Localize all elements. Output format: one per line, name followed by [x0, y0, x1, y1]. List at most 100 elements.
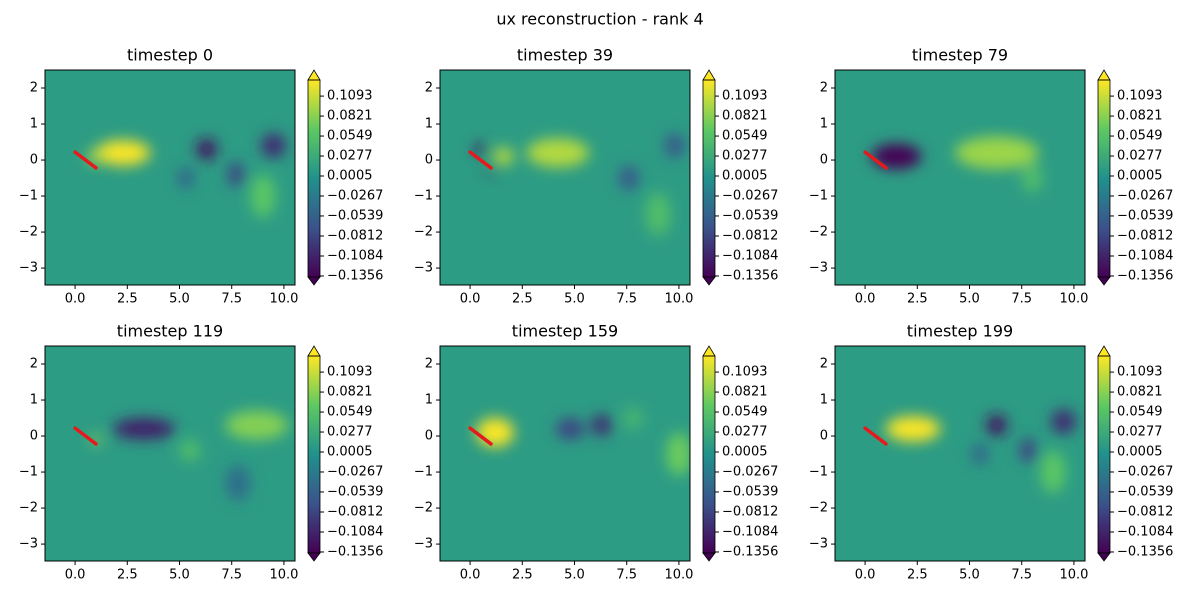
x-tick-label: 5.0 [959, 292, 980, 307]
field-blob [260, 133, 287, 159]
x-tick-label: 7.5 [1011, 292, 1032, 307]
panel-title: timestep 79 [912, 46, 1008, 65]
field-background [440, 70, 690, 285]
x-tick-label: 10.0 [664, 568, 693, 583]
colorbar-tick-label: 0.0005 [1117, 169, 1163, 184]
colorbar-tick-label: 0.0277 [722, 149, 768, 164]
colorbar [703, 80, 715, 277]
plot-area [835, 70, 1085, 285]
plot-area [45, 346, 295, 561]
field-blob [622, 407, 644, 429]
colorbar-tick-label: 0.1093 [327, 89, 373, 104]
colorbar-tick-label: 0.0549 [722, 129, 768, 144]
field-blob [112, 418, 176, 440]
x-tick-label: 2.5 [512, 292, 533, 307]
field-background [440, 346, 690, 561]
field-blob [526, 138, 590, 168]
x-tick-label: 2.5 [512, 568, 533, 583]
field [474, 133, 686, 236]
x-tick-label: 5.0 [564, 292, 585, 307]
x-tick-label: 10.0 [1059, 292, 1088, 307]
colorbar-tick-label: −0.1084 [1117, 248, 1173, 263]
field-blob [954, 136, 1039, 170]
y-tick-label: 0 [425, 429, 433, 444]
colorbar-tick-label: 0.0277 [722, 425, 768, 440]
field-blob [476, 418, 514, 447]
x-tick-label: 5.0 [169, 292, 190, 307]
colorbar-tick-label: −0.0812 [327, 505, 383, 520]
colorbar-tick-label: −0.0267 [327, 464, 383, 479]
field [91, 410, 289, 501]
field-blob [1021, 163, 1043, 193]
x-tick-label: 5.0 [959, 568, 980, 583]
x-tick-label: 10.0 [1059, 568, 1088, 583]
y-tick-label: 0 [820, 429, 828, 444]
colorbar-tick-label: 0.0005 [327, 169, 373, 184]
panel-title: timestep 159 [512, 322, 618, 341]
x-tick-label: 2.5 [907, 568, 928, 583]
axes-frame [834, 345, 1086, 562]
y-tick-label: −2 [809, 501, 828, 516]
colorbar-frame [1097, 355, 1111, 554]
field-blob [664, 133, 686, 159]
x-tick-label: 10.0 [269, 568, 298, 583]
plot-area [45, 70, 295, 285]
field-blob [1050, 409, 1077, 435]
colorbar-tick-label: −0.1356 [327, 544, 383, 559]
x-tick-label: 7.5 [1011, 568, 1032, 583]
colorbar-tick-label: 0.0005 [327, 445, 373, 460]
field-blob [618, 165, 640, 191]
x-tick-label: 7.5 [221, 568, 242, 583]
field [476, 407, 690, 476]
field-blob [196, 138, 218, 161]
y-tick-label: −1 [809, 189, 828, 204]
colorbar-frame [307, 355, 321, 554]
colorbar-tick-label: −0.0812 [1117, 505, 1173, 520]
field-blob [555, 418, 585, 440]
field [87, 133, 287, 218]
x-tick-label: 2.5 [907, 292, 928, 307]
colorbar-extend-bottom [1097, 552, 1111, 562]
x-tick-label: 2.5 [117, 568, 138, 583]
colorbar-frame [702, 355, 716, 554]
y-tick-label: 2 [30, 81, 38, 96]
x-tick-label: 0.0 [855, 568, 876, 583]
plot-area [835, 346, 1085, 561]
x-tick-label: 0.0 [65, 292, 86, 307]
colorbar-extend-bottom [702, 276, 716, 286]
colorbar-tick-label: −0.0812 [722, 229, 778, 244]
colorbar-extend-top [702, 345, 716, 357]
colorbar-tick-label: 0.0821 [722, 109, 768, 124]
colorbar-extend-top [307, 345, 321, 357]
colorbar-tick-label: −0.0267 [327, 188, 383, 203]
x-tick-label: 10.0 [269, 292, 298, 307]
colorbar-tick-label: 0.0549 [722, 405, 768, 420]
y-tick-label: −1 [809, 465, 828, 480]
colorbar-extend-bottom [702, 552, 716, 562]
y-tick-label: −2 [19, 501, 38, 516]
y-tick-label: 2 [30, 357, 38, 372]
figure-title: ux reconstruction - rank 4 [496, 10, 703, 29]
x-tick-label: 7.5 [616, 292, 637, 307]
plate [73, 150, 98, 170]
colorbar [1098, 356, 1110, 553]
field-blob [225, 464, 251, 501]
colorbar-extend-bottom [1097, 276, 1111, 286]
colorbar-tick-label: −0.1084 [327, 248, 383, 263]
y-tick-label: 1 [425, 117, 433, 132]
colorbar-tick-label: 0.0005 [1117, 445, 1163, 460]
colorbar-tick-label: 0.1093 [722, 89, 768, 104]
panel-title: timestep 0 [127, 46, 213, 65]
field-blob [1040, 450, 1066, 494]
colorbar-tick-label: −0.0812 [722, 505, 778, 520]
field-background [45, 346, 295, 561]
colorbar-extend-top [307, 69, 321, 81]
colorbar-tick-label: −0.0539 [1117, 484, 1173, 499]
colorbar-frame [1097, 79, 1111, 278]
colorbar-tick-label: 0.0005 [722, 169, 768, 184]
field-blob [95, 140, 151, 166]
colorbar-tick-label: −0.0539 [722, 484, 778, 499]
y-tick-label: −1 [19, 465, 38, 480]
x-tick-label: 0.0 [855, 292, 876, 307]
